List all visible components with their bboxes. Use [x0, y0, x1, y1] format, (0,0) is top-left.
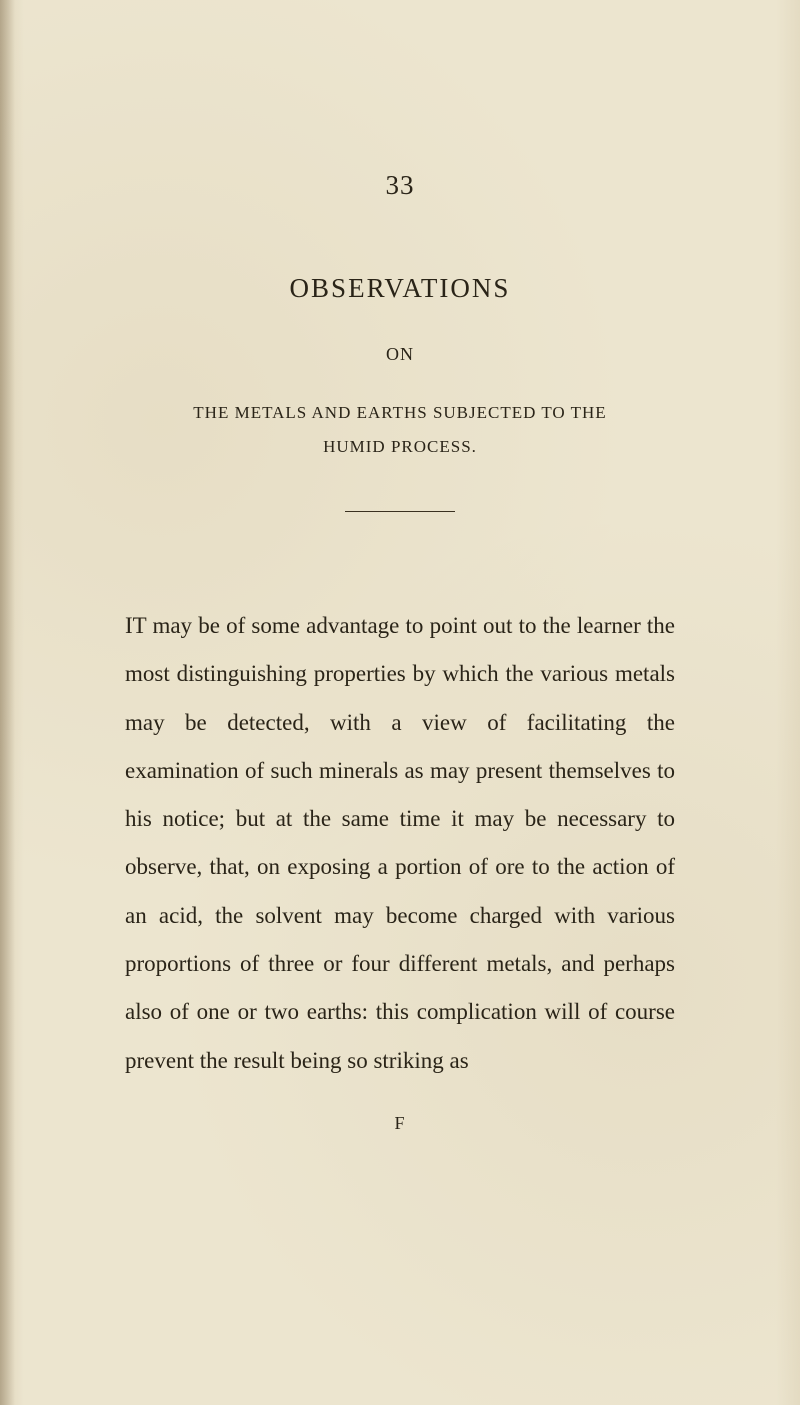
main-title: OBSERVATIONS — [125, 273, 675, 304]
body-paragraph: IT may be of some advantage to point out… — [125, 602, 675, 1085]
signature-mark: F — [125, 1113, 675, 1134]
subtitle-line-1: THE METALS AND EARTHS SUBJECTED TO THE — [125, 403, 675, 423]
page-number: 33 — [125, 170, 675, 201]
document-page: 33 OBSERVATIONS ON THE METALS AND EARTHS… — [0, 0, 800, 1405]
title-section: OBSERVATIONS ON THE METALS AND EARTHS SU… — [125, 273, 675, 512]
section-divider — [345, 511, 455, 512]
subtitle-line-2: HUMID PROCESS. — [125, 437, 675, 457]
connector-text: ON — [125, 344, 675, 365]
